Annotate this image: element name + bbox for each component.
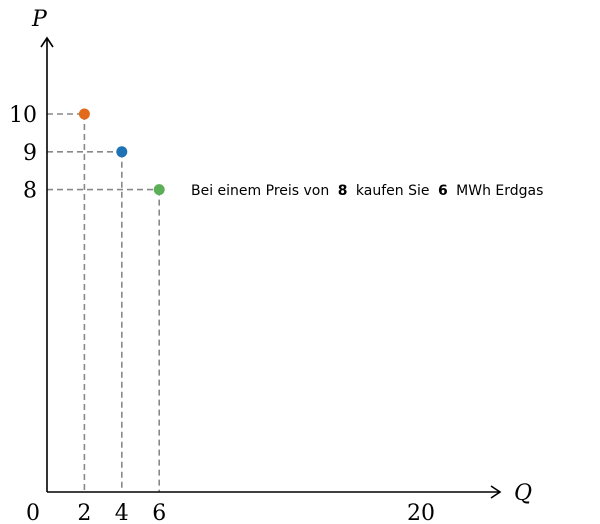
annotation-prefix: Bei einem Preis von <box>191 183 329 199</box>
guide-lines <box>47 113 160 492</box>
x-tick-label-2: 4 <box>115 501 129 524</box>
annotation-middle: kaufen Sie <box>356 183 430 199</box>
y-tick-label-0: 10 <box>9 103 37 128</box>
y-axis-label: P <box>31 7 48 32</box>
x-axis-label: Q <box>514 481 532 506</box>
y-tick-label-1: 9 <box>23 141 37 166</box>
x-tick-label-1: 2 <box>77 501 91 524</box>
x-tick-label-3: 6 <box>152 501 166 524</box>
axes <box>40 36 502 499</box>
y-tick-labels: 10 9 8 <box>9 103 37 204</box>
x-tick-label-0: 0 <box>26 501 40 524</box>
x-tick-labels: 0 2 4 6 20 <box>26 501 435 524</box>
data-point-1 <box>116 146 128 158</box>
price-annotation: Bei einem Preis von 8 kaufen Sie 6 MWh E… <box>191 183 543 199</box>
data-point-0 <box>78 108 90 120</box>
x-axis-arrow <box>490 485 502 499</box>
y-axis-arrow <box>40 36 54 48</box>
y-tick-label-2: 8 <box>23 179 37 204</box>
annotation-suffix: MWh Erdgas <box>456 183 543 199</box>
annotation-price: 8 <box>338 183 348 199</box>
x-tick-label-4: 20 <box>407 501 435 524</box>
data-point-2 <box>153 184 165 196</box>
annotation-quantity: 6 <box>438 183 448 199</box>
data-points <box>78 108 165 196</box>
